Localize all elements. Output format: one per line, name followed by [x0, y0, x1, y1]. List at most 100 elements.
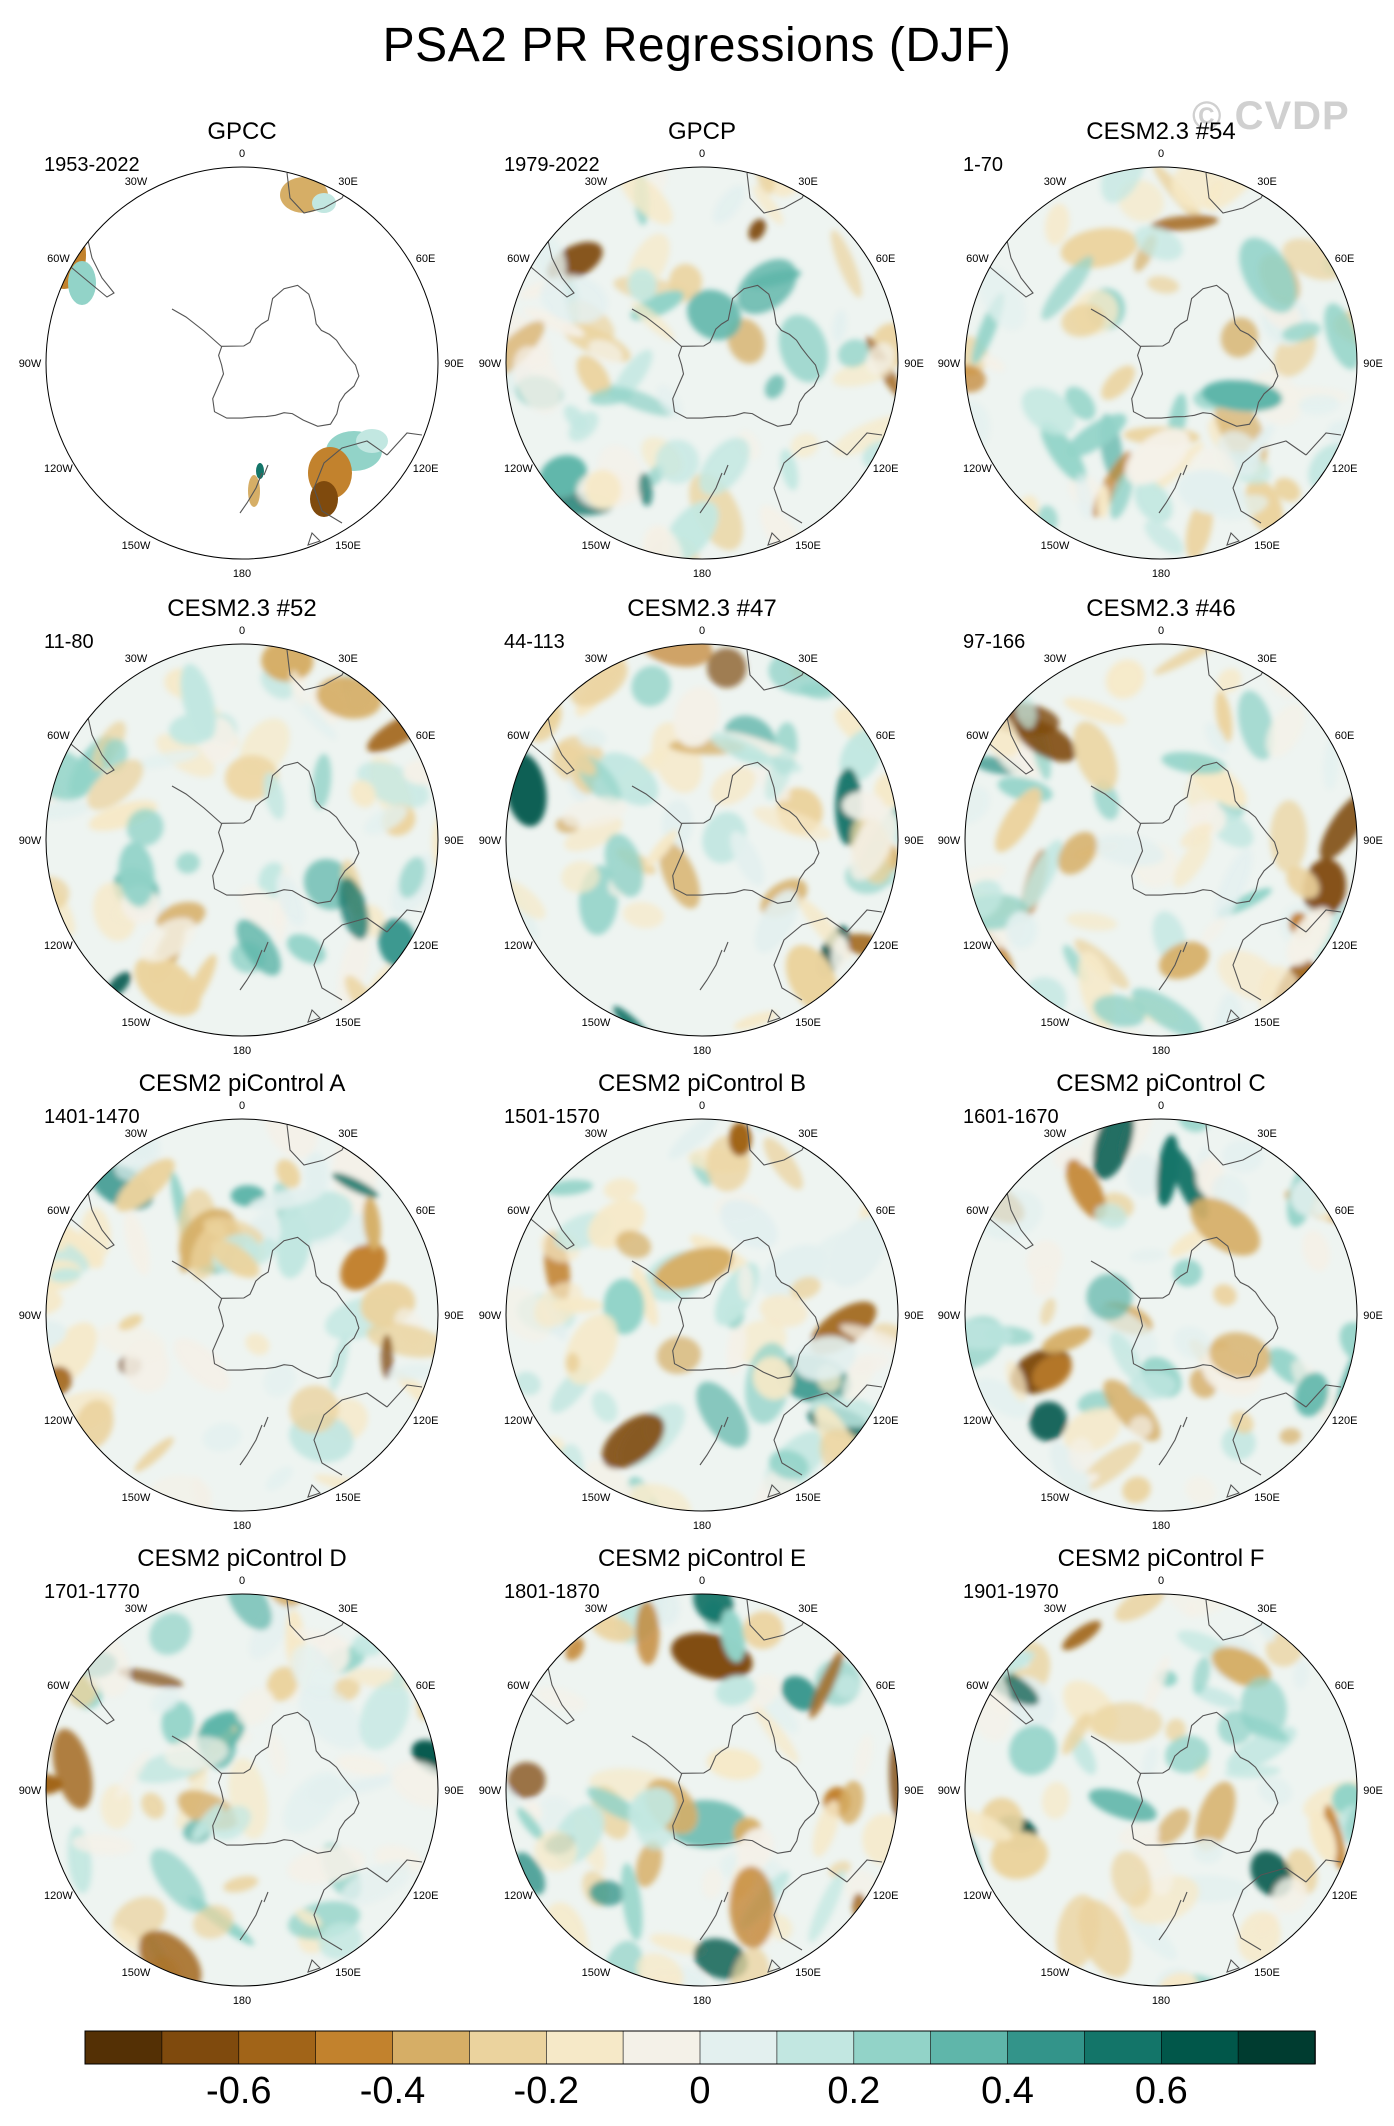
polar-map-panel: 0 30E 60E 90E 120E 150E 180 150W 120W 90W 60W 30W — [19, 148, 464, 580]
longitude-label: 30W — [125, 176, 148, 188]
colorbar-swatch — [1161, 2030, 1240, 2065]
longitude-label: 150E — [335, 1492, 361, 1504]
colorbar-swatch — [315, 2030, 394, 2065]
longitude-label: 120W — [504, 463, 533, 475]
longitude-label: 120W — [44, 463, 73, 475]
longitude-label: 150E — [1254, 1967, 1280, 1979]
polar-map-panel: 0 30E 60E 90E 120E 150E 180 150W 120W 90W 60W 30W — [479, 148, 924, 580]
longitude-label: 60W — [507, 730, 530, 742]
longitude-label: 180 — [693, 1520, 711, 1532]
longitude-label: 60E — [1335, 253, 1355, 265]
longitude-label: 180 — [1152, 1045, 1170, 1057]
longitude-label: 30W — [125, 1128, 148, 1140]
longitude-label: 60W — [507, 253, 530, 265]
panel-title: GPCP — [667, 118, 736, 145]
longitude-label: 30W — [1044, 1603, 1067, 1615]
longitude-label: 120E — [873, 463, 899, 475]
longitude-label: 180 — [693, 1045, 711, 1057]
longitude-label: 0 — [239, 625, 245, 637]
colorbar-swatch — [622, 2030, 701, 2065]
longitude-label: 120E — [413, 1890, 439, 1902]
longitude-label: 90E — [444, 358, 464, 370]
colorbar-swatch — [392, 2030, 471, 2065]
panel-title: CESM2.3 #52 — [167, 595, 317, 622]
longitude-label: 0 — [239, 1100, 245, 1112]
panel-years: 11-80 — [44, 631, 94, 653]
colorbar-swatch — [699, 2030, 778, 2065]
colorbar-swatch — [545, 2030, 624, 2065]
longitude-label: 150W — [1041, 1017, 1070, 1029]
longitude-label: 60W — [47, 1205, 70, 1217]
longitude-label: 30E — [1257, 1603, 1277, 1615]
longitude-label: 150E — [795, 540, 821, 552]
longitude-label: 30W — [1044, 176, 1067, 188]
panel-years: 1-70 — [963, 154, 1004, 176]
longitude-label: 30E — [338, 176, 358, 188]
longitude-label: 60W — [966, 1680, 989, 1692]
longitude-label: 150W — [122, 1017, 151, 1029]
polar-map-panel: 0 30E 60E 90E 120E 150E 180 150W 120W 90W 60W 30W — [19, 1100, 464, 1532]
longitude-label: 60W — [966, 1205, 989, 1217]
colorbar-swatch — [776, 2030, 855, 2065]
longitude-label: 120W — [504, 940, 533, 952]
panel-title: CESM2 piControl F — [1057, 1545, 1265, 1572]
longitude-label: 180 — [233, 1995, 251, 2007]
longitude-label: 60W — [966, 253, 989, 265]
longitude-label: 90E — [1363, 1785, 1383, 1797]
longitude-label: 150W — [582, 1967, 611, 1979]
longitude-label: 60E — [416, 253, 436, 265]
longitude-label: 30E — [798, 1603, 818, 1615]
longitude-label: 0 — [1158, 1575, 1164, 1587]
longitude-label: 90E — [904, 358, 924, 370]
longitude-label: 90W — [19, 835, 42, 847]
longitude-label: 30E — [1257, 653, 1277, 665]
longitude-label: 60E — [1335, 730, 1355, 742]
longitude-label: 120W — [44, 1415, 73, 1427]
colorbar-tick-label: 0.2 — [827, 2070, 880, 2112]
longitude-label: 60E — [876, 1205, 896, 1217]
panel-title: CESM2 piControl D — [137, 1545, 347, 1572]
longitude-label: 60W — [47, 1680, 70, 1692]
longitude-label: 0 — [239, 148, 245, 160]
colorbar-swatch — [1084, 2030, 1163, 2065]
colorbar-tick-label: -0.6 — [206, 2070, 271, 2112]
longitude-label: 90E — [1363, 358, 1383, 370]
longitude-label: 90E — [444, 1785, 464, 1797]
longitude-label: 180 — [233, 568, 251, 580]
longitude-label: 120E — [413, 463, 439, 475]
longitude-label: 60W — [47, 730, 70, 742]
longitude-label: 0 — [699, 1575, 705, 1587]
longitude-label: 120W — [963, 463, 992, 475]
longitude-label: 90W — [938, 1785, 961, 1797]
colorbar-swatch — [853, 2030, 932, 2065]
longitude-label: 30W — [125, 1603, 148, 1615]
figure-title: PSA2 PR Regressions (DJF) — [382, 19, 1012, 72]
longitude-label: 180 — [1152, 1520, 1170, 1532]
longitude-label: 150E — [1254, 1017, 1280, 1029]
watermark-logo: © CVDP — [1192, 94, 1350, 138]
panel-title: CESM2 piControl E — [597, 1545, 807, 1572]
longitude-label: 150E — [1254, 540, 1280, 552]
colorbar-swatch — [469, 2030, 548, 2065]
longitude-label: 120E — [873, 1415, 899, 1427]
longitude-label: 0 — [699, 625, 705, 637]
longitude-label: 150E — [335, 1967, 361, 1979]
longitude-label: 90E — [444, 1310, 464, 1322]
longitude-label: 120W — [963, 1890, 992, 1902]
longitude-label: 90E — [1363, 1310, 1383, 1322]
longitude-label: 90E — [904, 835, 924, 847]
longitude-label: 150W — [1041, 1492, 1070, 1504]
panel-title: CESM2 piControl B — [597, 1070, 807, 1097]
longitude-label: 150W — [122, 540, 151, 552]
longitude-label: 120W — [504, 1890, 533, 1902]
longitude-label: 0 — [699, 148, 705, 160]
longitude-label: 60E — [876, 730, 896, 742]
colorbar-swatch — [238, 2030, 317, 2065]
longitude-label: 90W — [479, 1785, 502, 1797]
longitude-label: 180 — [693, 1995, 711, 2007]
polar-map-panel: 0 30E 60E 90E 120E 150E 180 150W 120W 90W 60W 30W — [938, 625, 1383, 1057]
panel-title: CESM2.3 #54 — [1086, 118, 1236, 145]
longitude-label: 30E — [338, 653, 358, 665]
longitude-label: 180 — [1152, 568, 1170, 580]
longitude-label: 150E — [795, 1017, 821, 1029]
